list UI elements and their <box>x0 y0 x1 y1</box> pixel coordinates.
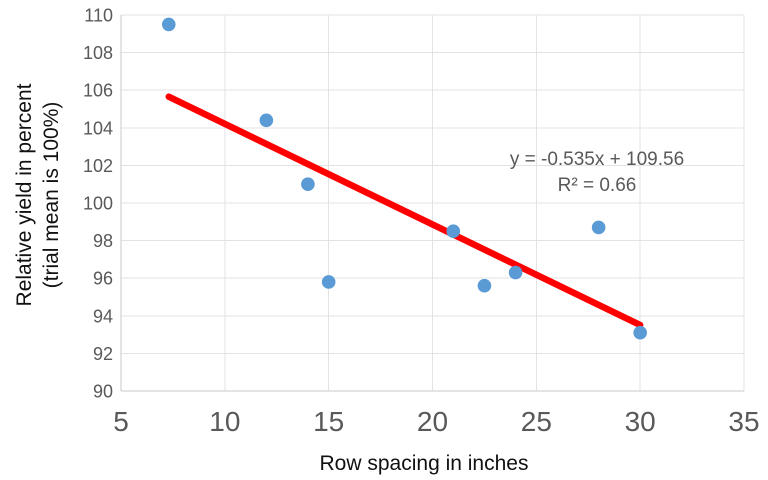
data-point <box>161 17 176 32</box>
y-axis-title-line1: Relative yield in percent <box>13 83 36 306</box>
data-point <box>321 275 336 289</box>
y-axis-title-line2: (trial mean is 100%) <box>40 102 63 289</box>
trendline <box>165 93 644 329</box>
y-tick-label: 108 <box>83 43 113 63</box>
y-tick-label: 98 <box>93 231 113 251</box>
y-tick-label: 110 <box>84 6 113 26</box>
y-tick-label: 100 <box>83 194 113 214</box>
x-tick-label: 25 <box>521 406 552 437</box>
y-tick-label: 90 <box>93 382 113 402</box>
x-tick-label: 30 <box>625 406 656 437</box>
r-squared-label: R² = 0.66 <box>558 175 637 196</box>
y-tick-label: 106 <box>83 81 113 101</box>
x-tick-label: 5 <box>113 406 129 437</box>
y-tick-label: 102 <box>83 156 113 176</box>
trendline-equation-label: y = -0.535x + 109.56 <box>510 149 684 170</box>
data-point <box>591 220 606 235</box>
plot-area: 90 92 94 96 98 100 102 104 106 108 110 5 10 15 20 25 30 3… <box>83 6 760 438</box>
x-tick-label: 20 <box>417 406 448 437</box>
data-point <box>301 177 315 191</box>
data-point <box>477 278 492 293</box>
x-tick-label: 15 <box>313 406 344 437</box>
x-axis-title: Row spacing in inches <box>320 452 529 475</box>
y-tick-label: 92 <box>93 344 113 364</box>
data-point <box>508 265 523 280</box>
data-point <box>633 325 647 340</box>
y-tick-label: 96 <box>93 269 113 289</box>
data-point <box>446 224 461 238</box>
y-tick-label: 94 <box>93 306 113 326</box>
y-tick-label: 104 <box>83 118 113 138</box>
data-point <box>259 113 274 128</box>
x-tick-label: 10 <box>209 406 240 437</box>
x-tick-label: 35 <box>728 406 759 437</box>
